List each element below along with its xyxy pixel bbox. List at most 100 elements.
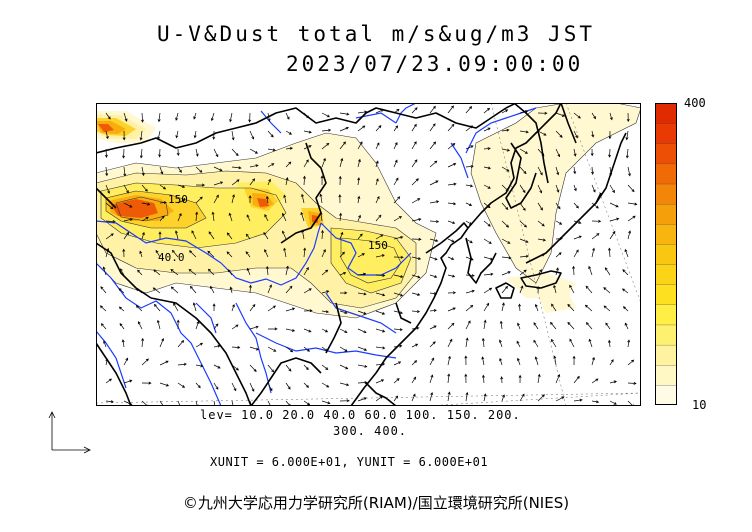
- wind-arrow: [375, 234, 384, 240]
- wind-arrow: [357, 272, 367, 276]
- wind-arrow: [555, 130, 563, 138]
- wind-arrow: [265, 265, 269, 276]
- wind-arrow: [411, 237, 422, 241]
- wind-arrow: [447, 391, 451, 402]
- wind-arrow: [339, 251, 345, 258]
- wind-arrow: [213, 364, 221, 369]
- wind-arrow: [321, 112, 330, 118]
- wind-arrow: [411, 326, 420, 330]
- wind-arrow: [195, 196, 203, 204]
- wind-arrow: [303, 400, 311, 406]
- wind-arrow: [501, 202, 509, 211]
- wind-arrow: [411, 107, 418, 114]
- wind-arrow: [285, 307, 296, 312]
- wind-arrow: [321, 269, 329, 276]
- wind-arrow: [192, 302, 197, 312]
- wind-arrow: [573, 166, 577, 175]
- wind-arrow: [153, 269, 161, 276]
- wind-arrow: [555, 267, 559, 276]
- wind-arrow: [627, 339, 631, 348]
- wind-arrow: [537, 184, 543, 194]
- wind-arrow: [321, 346, 328, 352]
- wind-arrow: [303, 130, 312, 134]
- wind-arrow: [319, 211, 323, 222]
- wind-arrow: [605, 322, 611, 330]
- wind-arrow: [357, 292, 367, 296]
- wind-arrow: [375, 379, 385, 384]
- wind-arrow: [191, 230, 197, 240]
- wind-arrow: [591, 202, 599, 209]
- wind-arrow: [177, 166, 182, 173]
- wind-arrow: [534, 356, 539, 366]
- wind-arrow: [625, 148, 629, 159]
- wind-arrow: [609, 217, 620, 222]
- wind-arrow: [122, 148, 126, 159]
- wind-arrow: [393, 292, 404, 297]
- wind-arrow: [213, 382, 219, 390]
- wind-arrow: [609, 230, 616, 240]
- wind-arrow: [447, 182, 457, 186]
- wind-arrow: [321, 128, 332, 132]
- wind-arrow: [265, 195, 269, 204]
- wind-arrow: [501, 302, 505, 312]
- wind-arrow: [627, 184, 635, 193]
- wind-arrow: [228, 212, 233, 222]
- contour-label-group: 150 40.0 150: [158, 193, 388, 264]
- wind-arrow: [118, 306, 125, 312]
- wind-arrow: [519, 285, 524, 294]
- wind-arrow: [339, 328, 348, 334]
- wind-arrow: [321, 328, 329, 333]
- wind-arrow: [210, 285, 215, 294]
- wind-arrow: [159, 360, 169, 366]
- wind-arrow: [282, 212, 287, 222]
- wind-arrow: [533, 322, 539, 330]
- wind-arrow: [429, 308, 437, 312]
- wind-arrow: [465, 337, 469, 348]
- wind-arrow: [300, 193, 305, 204]
- wind-arrow: [573, 184, 577, 192]
- wind-arrow: [285, 346, 294, 353]
- wind-arrow: [226, 251, 233, 258]
- wind-arrow: [212, 130, 216, 140]
- wind-arrow: [141, 202, 151, 206]
- wind-arrow: [267, 346, 277, 352]
- wind-arrow: [177, 213, 182, 222]
- wind-arrow: [585, 322, 593, 330]
- wind-arrow: [550, 321, 557, 330]
- wind-arrow: [447, 238, 455, 243]
- wind-arrow: [627, 202, 638, 206]
- wind-arrow: [517, 322, 521, 330]
- wind-arrow: [339, 346, 348, 352]
- wind-arrow: [231, 345, 241, 349]
- wind-arrow: [139, 130, 143, 141]
- wind-arrow: [121, 339, 125, 348]
- wind-arrow: [339, 212, 343, 222]
- wind-arrow: [411, 198, 421, 204]
- colorbar-step: [655, 384, 677, 405]
- wind-arrow: [519, 393, 525, 402]
- wind-arrow: [483, 166, 492, 170]
- wind-arrow: [285, 328, 296, 332]
- wind-arrow: [483, 220, 491, 227]
- wind-arrow: [537, 394, 545, 402]
- colorbar-step: [655, 143, 677, 165]
- wind-arrow: [537, 269, 542, 276]
- wind-arrow: [551, 338, 557, 348]
- wind-arrow: [608, 130, 612, 140]
- wind-arrow: [188, 268, 197, 276]
- wind-arrow: [609, 400, 617, 405]
- wind-arrow: [285, 364, 292, 372]
- wind-arrow: [411, 217, 422, 222]
- wind-arrow: [248, 112, 252, 123]
- wind-arrow: [622, 288, 629, 294]
- wind-arrow: [338, 194, 342, 204]
- wind-arrow: [573, 112, 581, 119]
- wind-arrow: [481, 337, 485, 348]
- wind-arrow: [519, 220, 528, 228]
- wind-arrow: [105, 358, 109, 366]
- wind-arrow: [447, 373, 451, 384]
- wind-arrow: [481, 356, 485, 366]
- dust-map: 150 40.0 150: [96, 103, 641, 406]
- wind-arrow: [248, 195, 252, 204]
- wind-arrow: [123, 231, 130, 240]
